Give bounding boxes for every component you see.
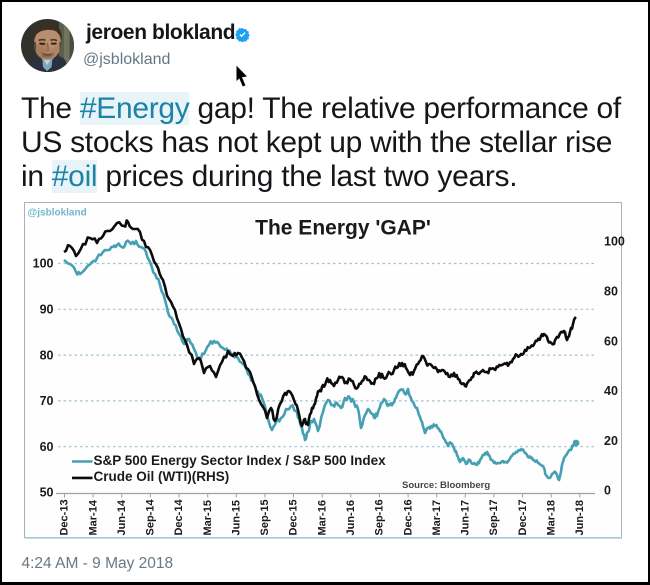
svg-text:Mar-18: Mar-18 xyxy=(545,500,557,535)
svg-text:Sep-17: Sep-17 xyxy=(488,499,500,535)
svg-text:70: 70 xyxy=(40,394,54,408)
svg-text:40: 40 xyxy=(604,384,618,398)
svg-text:100: 100 xyxy=(33,257,54,271)
svg-text:Sep-16: Sep-16 xyxy=(374,499,386,535)
svg-text:Dec-13: Dec-13 xyxy=(59,499,71,535)
svg-text:S&P 500 Energy Sector Index /: S&P 500 Energy Sector Index / S&P 500 In… xyxy=(94,453,387,468)
svg-text:60: 60 xyxy=(40,440,54,454)
svg-text:Mar-16: Mar-16 xyxy=(316,500,328,535)
svg-text:Sep-15: Sep-15 xyxy=(259,499,271,535)
svg-text:0: 0 xyxy=(604,484,611,498)
svg-text:90: 90 xyxy=(40,303,54,317)
svg-text:Jun-17: Jun-17 xyxy=(460,500,472,535)
svg-text:Dec-17: Dec-17 xyxy=(517,499,529,535)
svg-text:Mar-14: Mar-14 xyxy=(87,499,99,535)
svg-text:Dec-15: Dec-15 xyxy=(288,499,300,535)
svg-text:Mar-15: Mar-15 xyxy=(202,500,214,535)
svg-text:Jun-14: Jun-14 xyxy=(116,499,128,535)
svg-text:Sep-14: Sep-14 xyxy=(145,499,157,536)
svg-text:The Energy 'GAP': The Energy 'GAP' xyxy=(255,217,431,240)
svg-text:Crude Oil (WTI)(RHS): Crude Oil (WTI)(RHS) xyxy=(94,469,230,484)
svg-text:Dec-16: Dec-16 xyxy=(402,499,414,535)
svg-text:Jun-18: Jun-18 xyxy=(574,500,586,535)
svg-text:@jsblokland: @jsblokland xyxy=(28,208,87,219)
svg-text:50: 50 xyxy=(40,486,54,500)
svg-text:Jun-15: Jun-15 xyxy=(231,500,243,535)
svg-text:80: 80 xyxy=(604,285,618,299)
svg-text:100: 100 xyxy=(604,235,625,249)
svg-text:20: 20 xyxy=(604,434,618,448)
svg-text:Source: Bloomberg: Source: Bloomberg xyxy=(402,480,490,491)
svg-text:Mar-17: Mar-17 xyxy=(431,500,443,535)
svg-text:80: 80 xyxy=(40,348,54,362)
svg-text:Jun-16: Jun-16 xyxy=(345,500,357,535)
svg-text:Dec-14: Dec-14 xyxy=(173,499,185,536)
svg-text:60: 60 xyxy=(604,334,618,348)
